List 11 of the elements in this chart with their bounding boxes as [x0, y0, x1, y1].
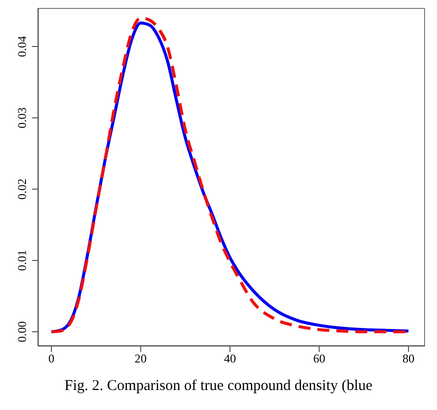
x-tick-label: 60 — [313, 352, 326, 366]
y-tick-label: 0.03 — [15, 107, 29, 128]
y-tick-label: 0.01 — [15, 250, 29, 271]
x-tick-label: 0 — [48, 352, 54, 366]
y-tick-label: 0.00 — [15, 321, 29, 342]
caption: Fig. 2. Comparison of true compound density (blue — [64, 378, 374, 395]
x-tick-label: 80 — [402, 352, 414, 366]
x-tick-label: 20 — [134, 352, 147, 366]
y-tick-label: 0.02 — [15, 178, 29, 200]
y-tick-label: 0.04 — [15, 36, 29, 58]
x-tick-label: 40 — [224, 352, 236, 366]
